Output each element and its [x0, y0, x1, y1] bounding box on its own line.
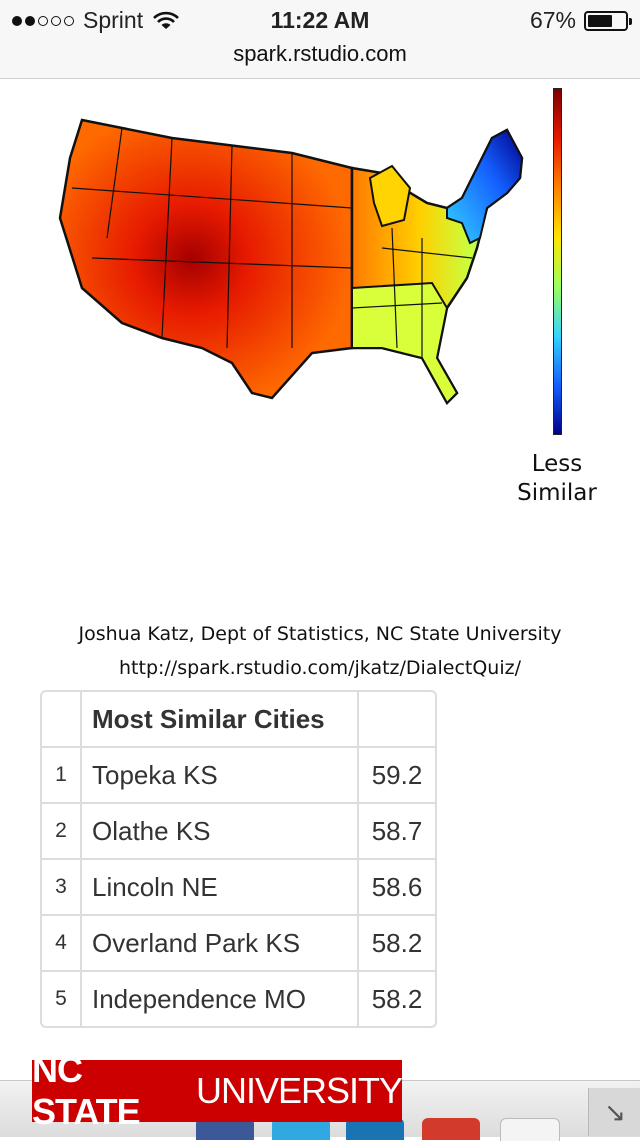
carrier-name: Sprint — [83, 7, 144, 33]
map-southeast-region — [351, 281, 459, 405]
email-icon[interactable] — [500, 1118, 560, 1141]
row-score: 58.2 — [357, 914, 435, 972]
state-borders — [71, 127, 473, 358]
row-score: 58.2 — [357, 970, 435, 1026]
row-city: Lincoln NE — [80, 858, 359, 916]
signal-carrier: Sprint — [12, 7, 180, 34]
address-bar[interactable]: spark.rstudio.com — [0, 40, 640, 79]
row-city: Olathe KS — [80, 802, 359, 860]
header-score-cell — [357, 692, 435, 748]
color-legend-bar — [553, 88, 562, 435]
row-city: Overland Park KS — [80, 914, 359, 972]
row-city: Topeka KS — [80, 746, 359, 804]
logo-bold-text: NC STATE — [32, 1049, 141, 1132]
table-row: 2 Olathe KS 58.7 — [42, 802, 435, 860]
map-great-lakes-region — [368, 164, 412, 228]
row-rank: 1 — [42, 746, 82, 804]
table-row: 5 Independence MO 58.2 — [42, 970, 435, 1026]
source-link[interactable]: http://spark.rstudio.com/jkatz/DialectQu… — [119, 657, 521, 679]
signal-dot — [38, 15, 48, 26]
table-row: 3 Lincoln NE 58.6 — [42, 858, 435, 916]
wifi-icon — [153, 11, 180, 29]
battery-icon — [584, 10, 632, 31]
url-text[interactable]: spark.rstudio.com — [233, 41, 407, 66]
clock: 11:22 AM — [270, 7, 370, 33]
header-index-cell — [42, 692, 82, 748]
signal-dot — [51, 15, 61, 26]
table-row: 1 Topeka KS 59.2 — [42, 746, 435, 804]
legend-label: Less Similar — [500, 450, 614, 508]
linkedin-icon[interactable] — [346, 1118, 404, 1140]
row-score: 58.7 — [357, 802, 435, 860]
logo-light-text: UNIVERSITY — [195, 1070, 403, 1111]
row-rank: 4 — [42, 914, 82, 972]
status-bar: Sprint 11:22 AM 67% — [0, 0, 640, 40]
signal-dot — [12, 15, 22, 26]
battery-tip — [629, 17, 632, 25]
map-northeast-region — [446, 128, 524, 245]
battery-fill — [588, 14, 612, 27]
table-row: 4 Overland Park KS 58.2 — [42, 914, 435, 972]
row-rank: 5 — [42, 970, 82, 1026]
row-city: Independence MO — [80, 970, 359, 1026]
signal-dot — [64, 15, 74, 26]
battery-percent: 67% — [529, 7, 576, 33]
similar-cities-table: Most Similar Cities 1 Topeka KS 59.2 2 O… — [40, 690, 437, 1028]
row-rank: 3 — [42, 858, 82, 916]
legend-label-line1: Less — [531, 451, 583, 477]
collapse-arrow-icon[interactable]: ↘ — [588, 1088, 640, 1136]
signal-dot — [25, 15, 35, 26]
ncsu-logo[interactable]: NC STATE UNIVERSITY — [32, 1049, 403, 1132]
google-plus-icon[interactable] — [422, 1118, 480, 1140]
battery-status: 67% — [529, 7, 632, 34]
facebook-icon[interactable] — [196, 1118, 254, 1140]
map-west-region — [58, 118, 354, 400]
table-header: Most Similar Cities — [80, 692, 359, 748]
twitter-icon[interactable] — [272, 1118, 330, 1140]
row-score: 58.6 — [357, 858, 435, 916]
legend-label-line2: Similar — [517, 480, 597, 506]
us-dialect-map — [58, 118, 524, 406]
row-rank: 2 — [42, 802, 82, 860]
table-header-row: Most Similar Cities — [42, 692, 435, 748]
row-score: 59.2 — [357, 746, 435, 804]
author-credit: Joshua Katz, Dept of Statistics, NC Stat… — [78, 623, 562, 645]
